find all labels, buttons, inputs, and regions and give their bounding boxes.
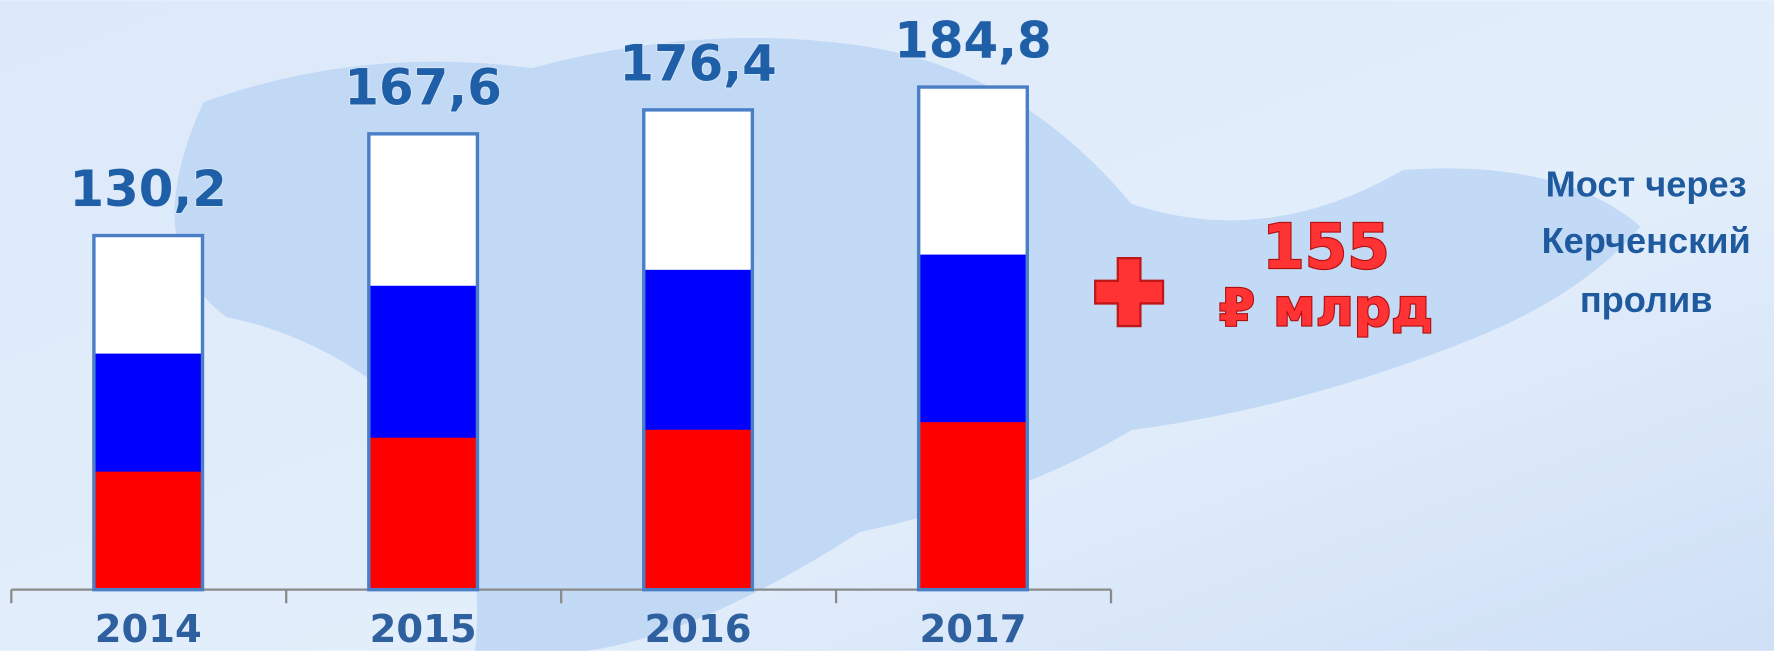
bar-stripe bbox=[368, 133, 478, 287]
bar-stripe bbox=[368, 285, 478, 439]
note-line: Керченский bbox=[1542, 220, 1751, 261]
bar-stripe bbox=[918, 254, 1028, 423]
bar-stripe bbox=[918, 87, 1028, 256]
x-tick-label: 2017 bbox=[919, 607, 1026, 651]
annotation-amount: 155 bbox=[1262, 212, 1389, 283]
bar bbox=[642, 108, 755, 592]
value-label: 184,8 bbox=[894, 12, 1051, 70]
plus-sign bbox=[1094, 257, 1165, 328]
note-line: пролив bbox=[1580, 279, 1713, 320]
bar-stripe bbox=[368, 437, 478, 591]
bar-outline bbox=[92, 233, 205, 592]
bar-stripe bbox=[93, 471, 203, 591]
bar bbox=[916, 85, 1029, 592]
bar-stripe bbox=[93, 353, 203, 473]
map-shape bbox=[174, 37, 1641, 651]
bar-stripe bbox=[643, 429, 753, 591]
bar-outline bbox=[642, 108, 755, 592]
bar-stripe bbox=[93, 235, 203, 355]
x-tick-label: 2016 bbox=[645, 607, 752, 651]
value-label: 176,4 bbox=[619, 34, 776, 92]
bar-stripe bbox=[643, 109, 753, 271]
bar-outline bbox=[916, 85, 1029, 592]
bar-outline bbox=[367, 132, 480, 592]
bar-stripe bbox=[643, 269, 753, 431]
x-tick-label: 2015 bbox=[370, 607, 477, 651]
bar bbox=[92, 233, 205, 592]
note-line: Мост через bbox=[1546, 163, 1747, 204]
value-label: 167,6 bbox=[344, 58, 501, 116]
annotation-unit: ₽ млрд bbox=[1219, 278, 1433, 338]
bar-stripe bbox=[918, 422, 1028, 591]
bar bbox=[367, 132, 480, 592]
x-tick-label: 2014 bbox=[95, 607, 202, 651]
value-label: 130,2 bbox=[69, 160, 226, 218]
axis-ticks bbox=[10, 589, 1113, 604]
